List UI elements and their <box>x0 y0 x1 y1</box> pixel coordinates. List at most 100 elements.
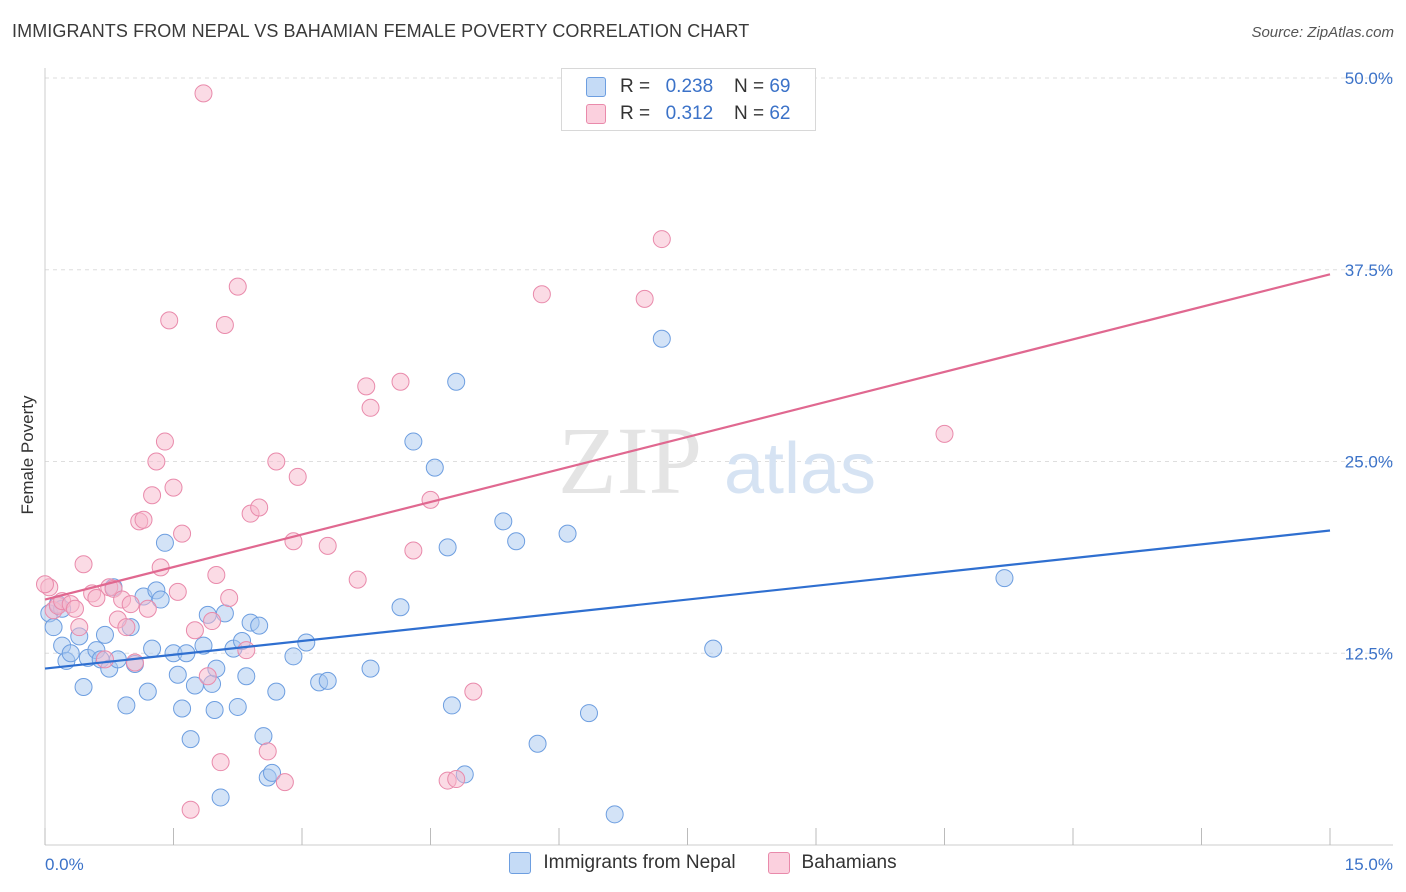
data-point <box>143 639 162 658</box>
trend-lines <box>44 273 1331 670</box>
series-legend: Immigrants from Nepal Bahamians <box>0 852 1406 874</box>
data-point <box>228 697 247 716</box>
data-point <box>117 696 136 715</box>
data-point <box>155 432 174 451</box>
trend-line-nepal <box>44 529 1331 670</box>
data-point <box>36 575 54 594</box>
data-point <box>203 612 222 631</box>
data-point <box>95 650 114 669</box>
data-point <box>318 536 337 555</box>
data-point <box>579 704 598 723</box>
data-point <box>558 524 577 543</box>
data-point <box>173 524 192 543</box>
watermark-zip: ZIP <box>558 407 702 514</box>
data-point <box>211 753 230 772</box>
data-point <box>168 582 187 601</box>
legend-swatch-bahamians <box>586 104 606 124</box>
y-tick-label: 50.0% <box>1345 69 1393 88</box>
data-point <box>447 372 466 391</box>
data-point <box>348 570 367 589</box>
data-point <box>125 653 144 672</box>
legend-row-bahamians: R = 0.312 N = 62 <box>586 102 790 126</box>
legend-n-label: N = <box>733 103 765 124</box>
data-point <box>425 458 444 477</box>
legend-r-label: R = <box>620 103 651 124</box>
data-point <box>181 800 200 819</box>
chart-title: IMMIGRANTS FROM NEPAL VS BAHAMIAN FEMALE… <box>12 21 750 41</box>
data-point <box>357 377 376 396</box>
y-tick-label: 12.5% <box>1345 644 1393 663</box>
data-point <box>74 677 93 696</box>
data-point <box>635 289 654 308</box>
legend-r-value: 0.238 <box>665 76 714 97</box>
data-point <box>44 618 63 637</box>
data-point <box>117 618 136 637</box>
data-points <box>36 84 1014 824</box>
x-tick-label: 15.0% <box>1345 855 1393 874</box>
data-point <box>134 510 153 529</box>
data-point <box>507 532 526 551</box>
data-point <box>267 682 286 701</box>
data-point <box>442 696 461 715</box>
legend-n-label: N = <box>733 76 765 97</box>
data-point <box>168 665 187 684</box>
data-point <box>361 398 380 417</box>
data-point <box>194 84 213 103</box>
data-point <box>147 452 166 471</box>
data-point <box>155 533 174 552</box>
data-point <box>935 424 954 443</box>
legend-item-nepal: Immigrants from Nepal <box>509 852 736 874</box>
data-point <box>297 633 316 652</box>
data-point <box>160 311 179 330</box>
data-point <box>995 569 1014 588</box>
data-point <box>87 589 106 608</box>
data-point <box>207 566 226 585</box>
data-point <box>74 555 93 574</box>
legend-label-bahamians: Bahamians <box>801 852 897 873</box>
correlation-legend: R = 0.238 N = 69 R = 0.312 N = 62 <box>561 68 816 131</box>
axes <box>44 68 1393 846</box>
data-point <box>704 639 723 658</box>
legend-row-nepal: R = 0.238 N = 69 <box>586 75 790 99</box>
data-point <box>138 599 157 618</box>
data-point <box>652 230 671 249</box>
legend-swatch-bahamians <box>767 852 790 874</box>
data-point <box>205 701 224 720</box>
data-point <box>652 329 671 348</box>
x-tick-labels: 0.0% 15.0% <box>45 855 1393 874</box>
legend-swatch-nepal <box>586 77 606 97</box>
data-point <box>215 315 234 334</box>
data-point <box>121 595 140 614</box>
data-point <box>237 641 256 660</box>
gridlines <box>45 77 1393 654</box>
trend-line-bahamians <box>44 273 1331 601</box>
y-tick-label: 37.5% <box>1345 261 1393 280</box>
watermark-atlas: atlas <box>724 429 876 509</box>
data-point <box>275 773 294 792</box>
data-point <box>237 667 256 686</box>
legend-swatch-nepal <box>509 852 532 874</box>
data-point <box>254 727 273 746</box>
data-point <box>228 277 247 296</box>
data-point <box>361 659 380 678</box>
data-point <box>318 671 337 690</box>
data-point <box>211 788 230 807</box>
data-point <box>65 599 84 618</box>
data-point <box>258 742 277 761</box>
data-point <box>181 730 200 749</box>
data-point <box>61 644 80 663</box>
legend-label-nepal: Immigrants from Nepal <box>543 852 736 873</box>
data-point <box>494 512 513 531</box>
data-point <box>391 372 410 391</box>
data-point <box>263 763 282 782</box>
data-point <box>70 618 89 637</box>
y-tick-labels: 12.5% 25.0% 37.5% 50.0% <box>1345 69 1393 663</box>
data-point <box>464 682 483 701</box>
data-point <box>95 625 114 644</box>
data-point <box>391 598 410 617</box>
data-point <box>532 285 551 304</box>
data-point <box>194 636 213 655</box>
data-point <box>151 590 170 609</box>
data-point <box>220 589 239 608</box>
series-bahamians-points <box>36 84 954 819</box>
